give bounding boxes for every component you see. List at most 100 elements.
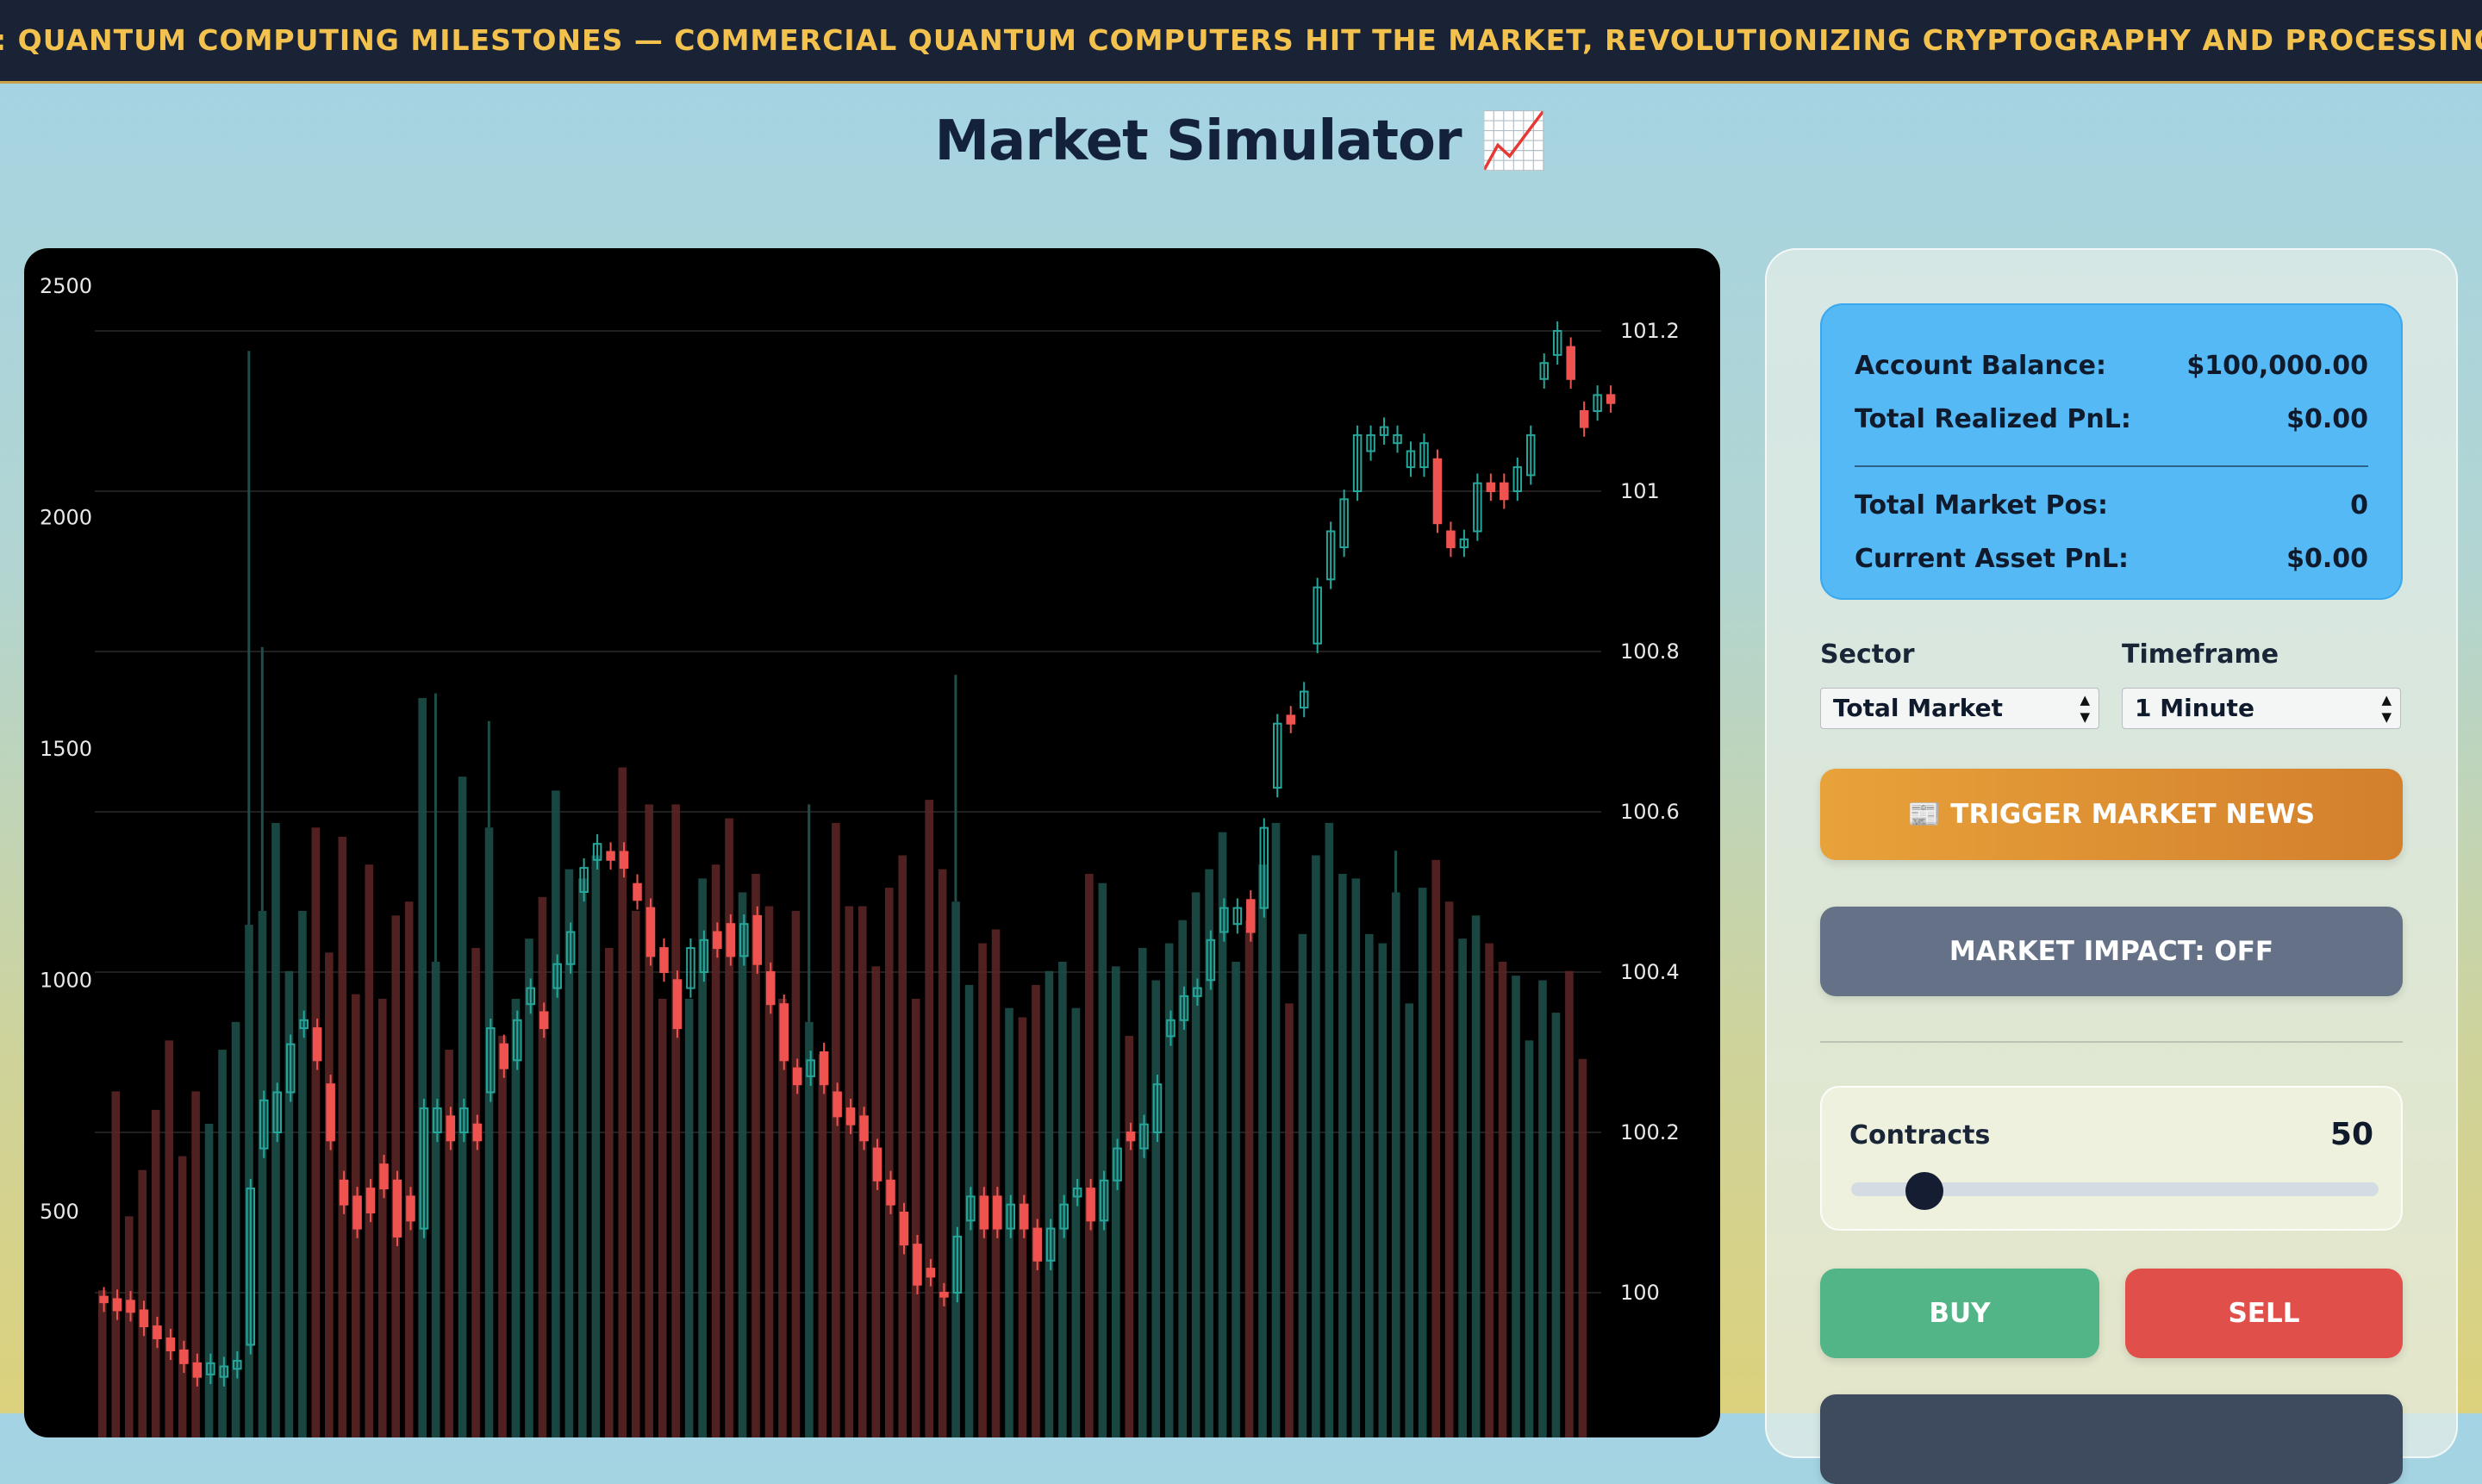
volume-bar bbox=[618, 767, 627, 1437]
candle-body bbox=[339, 1179, 349, 1206]
volume-bar bbox=[471, 947, 480, 1437]
secondary-action-button[interactable] bbox=[1820, 1394, 2403, 1484]
candle-body bbox=[686, 947, 695, 989]
candlestick-chart[interactable]: 500 1000 1500 2000 2500 100 100.2 100.4 100.6 100… bbox=[24, 248, 1720, 1437]
right-axis-tick: 100.4 bbox=[1620, 960, 1680, 984]
asset-pnl-label: Current Asset PnL: bbox=[1855, 544, 2129, 574]
candle-body bbox=[886, 1179, 895, 1206]
volume-bar bbox=[484, 827, 494, 1437]
timeframe-select[interactable]: 1 Minute ▲ ▼ bbox=[2122, 688, 2401, 729]
volume-bar bbox=[1405, 1003, 1414, 1437]
candle-body bbox=[633, 882, 642, 901]
contracts-card: Contracts 50 bbox=[1820, 1086, 2403, 1231]
volume-bar bbox=[658, 998, 667, 1437]
panel-divider bbox=[1820, 1041, 2403, 1043]
volume-bar bbox=[725, 818, 733, 1437]
volume-bar bbox=[245, 925, 253, 1437]
candle-body bbox=[1020, 1203, 1029, 1230]
candle-body bbox=[1099, 1179, 1109, 1222]
price-chart[interactable]: 500 1000 1500 2000 2500 100 100.2 100.4 100.6 100… bbox=[24, 248, 1720, 1437]
volume-bar bbox=[111, 1091, 121, 1437]
volume-bar bbox=[418, 697, 427, 1437]
candle-body bbox=[539, 1011, 549, 1030]
left-axis-tick: 1500 bbox=[40, 737, 92, 761]
volume-bar bbox=[498, 1035, 507, 1437]
candle-body bbox=[219, 1365, 229, 1378]
volume-bar bbox=[178, 1156, 187, 1437]
right-axis-tick: 101.2 bbox=[1620, 319, 1680, 343]
page-title: Market Simulator 📈 bbox=[934, 109, 1548, 173]
volume-bar bbox=[1565, 970, 1574, 1437]
right-axis-tick: 101 bbox=[1620, 479, 1660, 503]
candle-body bbox=[206, 1362, 215, 1375]
candle-body bbox=[153, 1325, 162, 1340]
volume-bar bbox=[525, 938, 533, 1437]
ticker-text: : QUANTUM COMPUTING MILESTONES — COMMERC… bbox=[0, 23, 2482, 57]
contracts-value: 50 bbox=[2329, 1117, 2373, 1152]
candle-body bbox=[1219, 907, 1229, 933]
candle-body bbox=[1593, 394, 1602, 412]
candle-body bbox=[139, 1309, 149, 1328]
candle-body bbox=[1299, 690, 1309, 709]
candle-body bbox=[433, 1107, 442, 1133]
volume-bar bbox=[258, 910, 267, 1437]
volume-bar bbox=[204, 1123, 214, 1437]
candle-body bbox=[833, 1091, 842, 1118]
market-impact-toggle[interactable]: MARKET IMPACT: OFF bbox=[1820, 907, 2403, 996]
volume-bar bbox=[284, 970, 294, 1437]
sector-select[interactable]: Total Market ▲ ▼ bbox=[1820, 688, 2099, 729]
volume-bar bbox=[365, 864, 374, 1437]
volume-bar bbox=[1112, 966, 1120, 1437]
candle-body bbox=[726, 923, 736, 957]
candle-body bbox=[1432, 458, 1443, 525]
volume-spike bbox=[954, 675, 957, 902]
contracts-slider-thumb[interactable] bbox=[1905, 1172, 1944, 1210]
candle-body bbox=[499, 1043, 509, 1069]
candle-body bbox=[1032, 1227, 1042, 1262]
realized-pnl-row: Total Realized PnL: $0.00 bbox=[1855, 393, 2368, 446]
candle-body bbox=[192, 1362, 203, 1378]
sell-button[interactable]: SELL bbox=[2125, 1269, 2403, 1358]
volume-bar bbox=[271, 822, 280, 1437]
volume-bar bbox=[98, 1290, 107, 1437]
candle-body bbox=[939, 1292, 949, 1298]
candle-body bbox=[979, 1195, 989, 1230]
volume-bar bbox=[738, 892, 747, 1437]
market-position-value: 0 bbox=[2350, 490, 2368, 521]
trigger-market-news-button[interactable]: 📰 TRIGGER MARKET NEWS bbox=[1820, 769, 2403, 860]
candle-body bbox=[1152, 1083, 1163, 1134]
candle-body bbox=[872, 1147, 882, 1182]
volume-bar bbox=[1538, 980, 1547, 1437]
volume-bar bbox=[1232, 962, 1240, 1437]
volume-bar bbox=[791, 910, 801, 1437]
contracts-slider-track[interactable] bbox=[1851, 1182, 2379, 1196]
candle-body bbox=[1486, 482, 1496, 493]
volume-bar bbox=[445, 1050, 453, 1437]
candle-body bbox=[1232, 907, 1243, 926]
candle-body bbox=[565, 931, 576, 965]
candle-body bbox=[592, 843, 602, 861]
candle-body bbox=[1273, 722, 1282, 789]
volume-bar bbox=[898, 855, 907, 1437]
volume-bar bbox=[218, 1050, 227, 1437]
candle-body bbox=[365, 1188, 376, 1213]
candle-body bbox=[312, 1027, 322, 1062]
candle-body bbox=[1179, 995, 1189, 1021]
account-balance-label: Account Balance: bbox=[1855, 351, 2107, 381]
volume-bar bbox=[325, 952, 334, 1437]
left-axis-tick: 1000 bbox=[40, 969, 92, 993]
realized-pnl-label: Total Realized PnL: bbox=[1855, 404, 2131, 434]
candle-body bbox=[233, 1360, 242, 1370]
candle-body bbox=[419, 1107, 429, 1230]
volume-bar bbox=[631, 910, 640, 1437]
candle-body bbox=[606, 851, 615, 861]
buy-button[interactable]: BUY bbox=[1820, 1269, 2099, 1358]
volume-bar bbox=[1138, 947, 1147, 1437]
candle-body bbox=[792, 1067, 802, 1086]
volume-bar bbox=[1512, 976, 1520, 1437]
market-position-row: Total Market Pos: 0 bbox=[1855, 479, 2368, 533]
select-arrows-icon: ▲ ▼ bbox=[2381, 692, 2392, 725]
account-divider bbox=[1855, 465, 2368, 467]
news-ticker: : QUANTUM COMPUTING MILESTONES — COMMERC… bbox=[0, 0, 2482, 84]
volume-bar bbox=[1578, 1058, 1587, 1437]
